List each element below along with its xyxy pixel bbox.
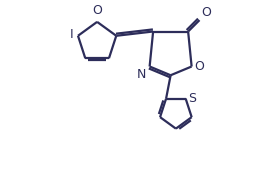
Text: O: O — [201, 6, 211, 19]
Text: O: O — [194, 60, 204, 73]
Text: N: N — [137, 68, 146, 81]
Text: I: I — [70, 27, 74, 41]
Text: O: O — [92, 5, 102, 18]
Text: S: S — [188, 92, 196, 105]
